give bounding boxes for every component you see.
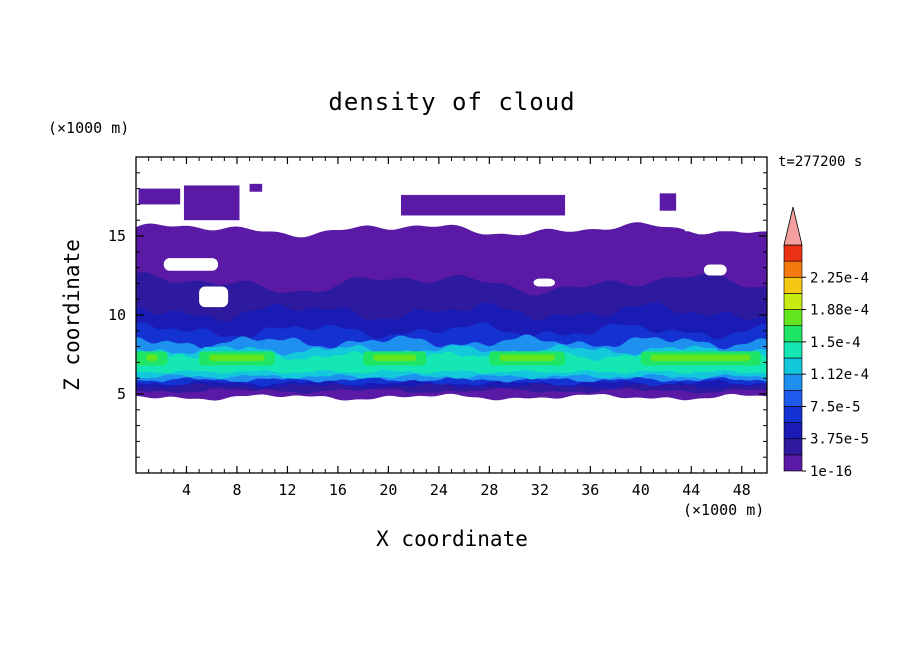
colorbar-label: 1.88e-4 bbox=[810, 303, 869, 319]
upper-cloud-patch bbox=[183, 185, 240, 221]
y-tick-label: 15 bbox=[108, 227, 126, 245]
y-tick-label: 5 bbox=[117, 385, 126, 403]
colorbar-bin bbox=[783, 422, 803, 440]
x-axis-unit: (×1000 m) bbox=[683, 501, 765, 519]
upper-cloud-patch bbox=[401, 194, 566, 216]
y-axis-unit: (×1000 m) bbox=[48, 119, 130, 137]
colorbar-label: 2.25e-4 bbox=[810, 270, 869, 286]
colorbar-label: 1e-16 bbox=[810, 464, 852, 480]
colorbar-label: 1.5e-4 bbox=[810, 335, 861, 351]
yellow-core bbox=[373, 354, 417, 361]
yellow-core bbox=[650, 354, 751, 361]
x-axis: 4 8 12 16 20 24 28 32 36 40 44 48 bbox=[148, 157, 755, 499]
x-tick-label: 44 bbox=[682, 481, 700, 499]
colorbar-bin bbox=[783, 244, 803, 262]
x-tick-label: 20 bbox=[379, 481, 397, 499]
y-tick-label: 10 bbox=[108, 306, 126, 324]
clear-gap bbox=[703, 264, 727, 276]
x-axis-label-text: X coordinate bbox=[376, 527, 528, 551]
x-tick-label: 12 bbox=[278, 481, 296, 499]
layer-teal bbox=[136, 351, 767, 374]
colorbar-bin bbox=[783, 406, 803, 423]
colorbar-extend-arrow bbox=[783, 206, 803, 246]
x-tick-label: 48 bbox=[733, 481, 751, 499]
clear-gap bbox=[533, 278, 555, 287]
chart-title: density of cloud bbox=[328, 88, 576, 116]
colorbar-bin bbox=[783, 389, 803, 407]
colorbar-bin bbox=[783, 325, 803, 343]
colorbar-bin bbox=[783, 438, 803, 456]
x-tick-label: 24 bbox=[430, 481, 448, 499]
colorbar-label: 1.12e-4 bbox=[810, 367, 869, 383]
yellow-core bbox=[209, 354, 265, 361]
colorbar-bin bbox=[783, 293, 803, 310]
colorbar-bin bbox=[783, 341, 803, 359]
colorbar-bin bbox=[783, 373, 803, 391]
x-tick-label: 32 bbox=[531, 481, 549, 499]
colorbar-bin bbox=[783, 260, 803, 278]
x-tick-label: 40 bbox=[632, 481, 650, 499]
yellow-core bbox=[146, 354, 158, 361]
colorbar-bin bbox=[783, 309, 803, 327]
time-label: t=277200 s bbox=[778, 154, 863, 170]
x-tick-label: 36 bbox=[581, 481, 599, 499]
y-axis: 5 10 15 bbox=[108, 172, 767, 458]
upper-cloud-patch bbox=[138, 188, 181, 205]
colorbar-bin bbox=[783, 454, 803, 472]
clear-gap bbox=[684, 212, 767, 232]
colorbar: 1e-16 3.75e-5 7.5e-5 1.12e-4 1.5e-4 1.88e-4 2.… bbox=[783, 206, 869, 480]
upper-cloud-patch bbox=[249, 183, 263, 192]
colorbar-bin bbox=[783, 357, 803, 375]
clear-gap bbox=[199, 286, 229, 308]
clear-gap bbox=[163, 258, 219, 271]
colorbar-bin bbox=[783, 276, 803, 294]
x-tick-label: 16 bbox=[329, 481, 347, 499]
x-tick-label: 8 bbox=[232, 481, 241, 499]
x-tick-label: 4 bbox=[182, 481, 191, 499]
x-tick-label: 28 bbox=[480, 481, 498, 499]
density-field bbox=[136, 183, 767, 401]
x-axis-label: X coordinate bbox=[0, 527, 904, 551]
yellow-core bbox=[499, 354, 555, 361]
upper-cloud-patch bbox=[659, 193, 677, 211]
colorbar-label: 7.5e-5 bbox=[810, 399, 861, 415]
colorbar-label: 3.75e-5 bbox=[810, 432, 869, 448]
